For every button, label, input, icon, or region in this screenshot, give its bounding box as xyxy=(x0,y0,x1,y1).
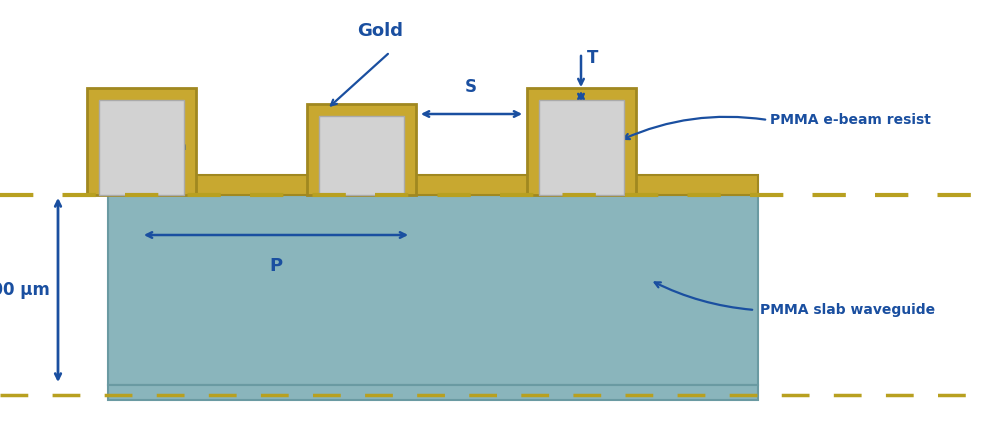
Text: W: W xyxy=(351,163,370,181)
Text: P: P xyxy=(269,257,282,275)
Bar xyxy=(307,104,416,195)
Text: S: S xyxy=(465,78,477,96)
Bar xyxy=(527,88,636,195)
Bar xyxy=(319,116,404,195)
Bar xyxy=(99,100,184,195)
Text: T: T xyxy=(587,49,598,67)
Bar xyxy=(539,100,624,195)
Text: PMMA e-beam resist: PMMA e-beam resist xyxy=(770,113,931,127)
Text: Gold: Gold xyxy=(357,22,403,40)
Bar xyxy=(108,175,758,195)
Text: 500 μm: 500 μm xyxy=(0,281,50,299)
Text: 220 nm: 220 nm xyxy=(135,141,187,154)
Bar xyxy=(108,195,758,385)
Bar xyxy=(87,88,196,195)
Text: PMMA slab waveguide: PMMA slab waveguide xyxy=(760,303,936,317)
Bar xyxy=(108,385,758,400)
